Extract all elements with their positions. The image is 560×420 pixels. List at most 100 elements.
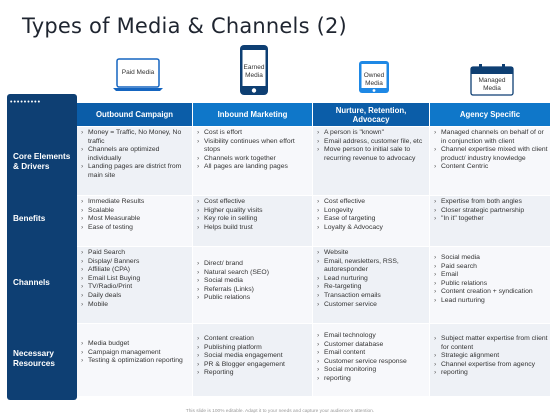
page-title: Types of Media & Channels (2) (22, 14, 347, 38)
list-item: Lead nurturing (317, 275, 427, 284)
list-item: Cost effective (317, 198, 427, 207)
list-item: Helps build trust (197, 224, 310, 233)
list-item: Key role in selling (197, 215, 310, 224)
list-item: A person is "known" (317, 129, 427, 138)
list-item: Content creation (197, 335, 310, 344)
list-item: Email technology (317, 332, 427, 341)
list-item: Publishing platform (197, 344, 310, 353)
list-item: Mobile (81, 301, 190, 310)
cell-resources-nurture: Email technologyCustomer databaseEmail c… (313, 324, 430, 397)
cell-core-inbound: Cost is effortVisibility continues when … (193, 127, 313, 196)
list-item: Social media (197, 277, 310, 286)
row-label-channels: Channels (13, 278, 50, 287)
list-item: Email address, customer file, etc (317, 138, 427, 147)
cell-channels-outbound: Paid SearchDisplay/ BannersAffiliate (CP… (77, 247, 193, 324)
managed-media-icon-group: Managed Media (470, 64, 514, 96)
list-item: Re-targeting (317, 283, 427, 292)
list-item: Channels work together (197, 155, 310, 164)
icon-label: Earned Media (243, 64, 265, 79)
list-item: Most Measurable (81, 215, 190, 224)
list-item: Longevity (317, 207, 427, 216)
list-item: Public relations (434, 280, 548, 289)
cell-resources-agency: Subject matter expertise from client for… (430, 324, 550, 397)
cell-channels-agency: Social mediaPaid searchEmailPublic relat… (430, 247, 550, 324)
owned-media-icon-group: Owned Media (358, 60, 390, 94)
list-item: Social monitoring (317, 366, 427, 375)
calendar-icon (470, 64, 514, 96)
list-item: Transaction emails (317, 292, 427, 301)
cell-core-agency: Managed channels on behalf of or in conj… (430, 127, 550, 196)
icon-label: Managed Media (478, 77, 506, 92)
list-item: Customer database (317, 341, 427, 350)
list-item: Expertise from both angles (434, 198, 548, 207)
paid-media-icon-group: Paid Media (113, 58, 163, 92)
list-item: Channel expertise from agency (434, 361, 548, 370)
cell-core-nurture: A person is "known"Email address, custom… (313, 127, 430, 196)
list-item: Ease of testing (81, 224, 190, 233)
list-item: Move person to initial sale to recurring… (317, 146, 427, 163)
cell-benefits-outbound: Immediate ResultsScalableMost Measurable… (77, 196, 193, 247)
row-label-core-elements: Core Elements & Drivers (13, 152, 71, 171)
cell-benefits-inbound: Cost effectiveHigher quality visitsKey r… (193, 196, 313, 247)
media-icons-row: Paid Media Earned Media Owned Media Mana… (0, 42, 560, 104)
list-item: Ease of targeting (317, 215, 427, 224)
list-item: Cost effective (197, 198, 310, 207)
list-item: Channels are optimized individually (81, 146, 190, 163)
list-item: Public relations (197, 294, 310, 303)
list-item: Customer service response (317, 358, 427, 367)
list-item: Direct/ brand (197, 260, 310, 269)
list-item: reporting (317, 375, 427, 384)
row-label-resources: Necessary Resources (13, 349, 55, 368)
icon-label: Paid Media (121, 69, 155, 76)
tablet-icon (359, 61, 389, 93)
list-item: Display/ Banners (81, 258, 190, 267)
list-item: Website (317, 249, 427, 258)
dots-decoration: ••••••••• (10, 99, 42, 106)
row-label-sidebar (7, 94, 77, 400)
list-item: Social media (434, 254, 548, 263)
list-item: Visibility continues when effort stops (197, 138, 310, 155)
list-item: Referrals (Links) (197, 286, 310, 295)
list-item: Cost is effort (197, 129, 310, 138)
list-item: Closer strategic partnership (434, 207, 548, 216)
list-item: Loyalty & Advocacy (317, 224, 427, 233)
list-item: Money = Traffic, No Money, No traffic (81, 129, 190, 146)
list-item: Email, newsletters, RSS, autoresponder (317, 258, 427, 275)
list-item: TV/Radio/Print (81, 283, 190, 292)
column-header-nurture: Nurture, Retention, Advocacy (313, 103, 430, 126)
list-item: All pages are landing pages (197, 163, 310, 172)
list-item: reporting (434, 369, 548, 378)
list-item: Immediate Results (81, 198, 190, 207)
list-item: Testing & optimization reporting (81, 357, 190, 366)
column-header-agency: Agency Specific (430, 103, 550, 126)
list-item: Content Centric (434, 163, 548, 172)
list-item: Daily deals (81, 292, 190, 301)
list-item: Social media engagement (197, 352, 310, 361)
icon-label: Owned Media (363, 72, 385, 87)
list-item: Customer service (317, 301, 427, 310)
list-item: Email content (317, 349, 427, 358)
list-item: Landing pages are district from main sit… (81, 163, 190, 180)
cell-channels-inbound: Direct/ brandNatural search (SEO)Social … (193, 247, 313, 324)
row-label-benefits: Benefits (13, 214, 46, 223)
list-item: Managed channels on behalf of or in conj… (434, 129, 548, 146)
cell-resources-inbound: Content creationPublishing platformSocia… (193, 324, 313, 397)
list-item: PR & Blogger engagement (197, 361, 310, 370)
cell-channels-nurture: WebsiteEmail, newsletters, RSS, autoresp… (313, 247, 430, 324)
footer-note: This slide is 100% editable. Adapt it to… (185, 409, 375, 414)
list-item: Higher quality visits (197, 207, 310, 216)
list-item: Reporting (197, 369, 310, 378)
list-item: Media budget (81, 340, 190, 349)
cell-benefits-agency: Expertise from both anglesCloser strateg… (430, 196, 550, 247)
laptop-icon (113, 58, 163, 91)
list-item: Natural search (SEO) (197, 269, 310, 278)
earned-media-icon-group: Earned Media (239, 44, 269, 96)
cell-benefits-nurture: Cost effectiveLongevityEase of targeting… (313, 196, 430, 247)
list-item: Scalable (81, 207, 190, 216)
smartphone-icon (240, 45, 268, 95)
list-item: Affiliate (CPA) (81, 266, 190, 275)
column-header-outbound: Outbound Campaign (77, 103, 193, 126)
list-item: "In it" together (434, 215, 548, 224)
cell-core-outbound: Money = Traffic, No Money, No trafficCha… (77, 127, 193, 196)
list-item: Paid Search (81, 249, 190, 258)
